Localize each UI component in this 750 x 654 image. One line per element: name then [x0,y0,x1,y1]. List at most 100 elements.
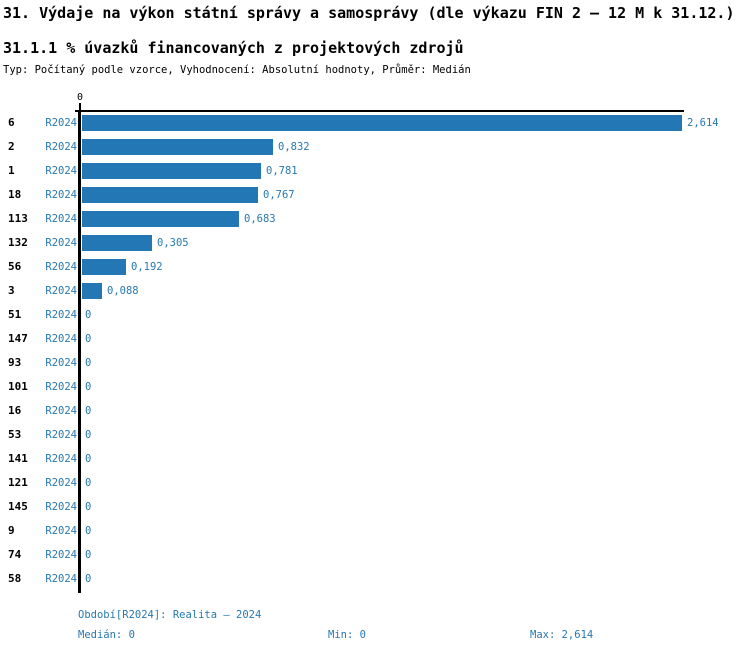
row-series-label: R2024 [45,237,77,249]
bar-value-label: 0 [85,381,92,393]
row-series-label: R2024 [45,549,77,561]
bar [82,187,258,203]
bar-value-label: 0 [85,477,92,489]
row-series-label: R2024 [45,261,77,273]
row-series-label: R2024 [45,189,77,201]
row-category-label: 145 [8,500,28,513]
bar-value-label: 0 [85,501,92,513]
row-series-label: R2024 [45,453,77,465]
row-category-label: 147 [8,332,28,345]
chart-row: 9 R2024 0 [0,519,750,543]
bar-value-label: 0,305 [157,237,189,249]
row-category-label: 141 [8,452,28,465]
x-axis-zero-label: 0 [76,92,84,103]
chart-row: 3 R2024 0,088 [0,279,750,303]
row-series-label: R2024 [45,333,77,345]
row-category-label: 1 [8,164,15,177]
chart-row: 6 R2024 2,614 [0,111,750,135]
bar-value-label: 0 [85,573,92,585]
row-category-label: 51 [8,308,22,321]
row-category-label: 74 [8,548,22,561]
row-series-label: R2024 [45,285,77,297]
y-axis-line [78,110,81,593]
row-category-label: 113 [8,212,28,225]
chart-row: 51 R2024 0 [0,303,750,327]
footer-median-stat: Medián: 0 [78,629,135,641]
bar [82,259,126,275]
row-series-label: R2024 [45,309,77,321]
bar-value-label: 0,683 [244,213,276,225]
chart-row: 113 R2024 0,683 [0,207,750,231]
row-series-label: R2024 [45,525,77,537]
bar [82,139,273,155]
bar-value-label: 0 [85,405,92,417]
row-series-label: R2024 [45,357,77,369]
row-series-label: R2024 [45,213,77,225]
x-axis-tick-mark [79,103,81,110]
chart-row: 18 R2024 0,767 [0,183,750,207]
bar-value-label: 0,088 [107,285,139,297]
bar-value-label: 0,832 [278,141,310,153]
bar [82,211,239,227]
chart-title: 31.1.1 % úvazků financovaných z projekto… [3,39,464,57]
bar-value-label: 0 [85,429,92,441]
row-series-label: R2024 [45,405,77,417]
bar-value-label: 0,781 [266,165,298,177]
chart-row: 145 R2024 0 [0,495,750,519]
row-category-label: 58 [8,572,22,585]
row-series-label: R2024 [45,141,77,153]
row-category-label: 101 [8,380,28,393]
bar-value-label: 0,767 [263,189,295,201]
chart-row: 101 R2024 0 [0,375,750,399]
row-category-label: 93 [8,356,22,369]
bar-value-label: 2,614 [687,117,719,129]
footer-period-label: Období[R2024]: Realita – 2024 [78,609,262,621]
chart-row: 2 R2024 0,832 [0,135,750,159]
footer-max-stat: Max: 2,614 [530,629,594,641]
bar-value-label: 0 [85,453,92,465]
x-axis-line [75,110,684,112]
row-series-label: R2024 [45,573,77,585]
chart-row: 56 R2024 0,192 [0,255,750,279]
bar [82,163,261,179]
row-category-label: 2 [8,140,15,153]
footer-min-stat: Min: 0 [328,629,366,641]
page-title: 31. Výdaje na výkon státní správy a samo… [3,4,735,22]
row-series-label: R2024 [45,477,77,489]
row-category-label: 9 [8,524,15,537]
row-series-label: R2024 [45,117,77,129]
chart-row: 93 R2024 0 [0,351,750,375]
row-category-label: 132 [8,236,28,249]
chart-row: 121 R2024 0 [0,471,750,495]
chart-row: 1 R2024 0,781 [0,159,750,183]
row-series-label: R2024 [45,381,77,393]
chart-meta-line: Typ: Počítaný podle vzorce, Vyhodnocení:… [3,64,471,76]
row-category-label: 16 [8,404,22,417]
bar-value-label: 0 [85,333,92,345]
chart-row: 58 R2024 0 [0,567,750,591]
row-category-label: 3 [8,284,15,297]
chart-row: 132 R2024 0,305 [0,231,750,255]
bar [82,235,152,251]
chart-row: 16 R2024 0 [0,399,750,423]
bar-value-label: 0 [85,357,92,369]
bar-value-label: 0 [85,525,92,537]
chart-row: 74 R2024 0 [0,543,750,567]
row-series-label: R2024 [45,429,77,441]
bar-value-label: 0,192 [131,261,163,273]
bar [82,283,102,299]
row-series-label: R2024 [45,165,77,177]
bar-value-label: 0 [85,549,92,561]
chart-row: 147 R2024 0 [0,327,750,351]
chart-row: 141 R2024 0 [0,447,750,471]
row-category-label: 56 [8,260,22,273]
row-category-label: 53 [8,428,22,441]
bar [82,115,682,131]
row-series-label: R2024 [45,501,77,513]
row-category-label: 121 [8,476,28,489]
row-category-label: 18 [8,188,22,201]
chart-row: 53 R2024 0 [0,423,750,447]
bar-value-label: 0 [85,309,92,321]
row-category-label: 6 [8,116,15,129]
